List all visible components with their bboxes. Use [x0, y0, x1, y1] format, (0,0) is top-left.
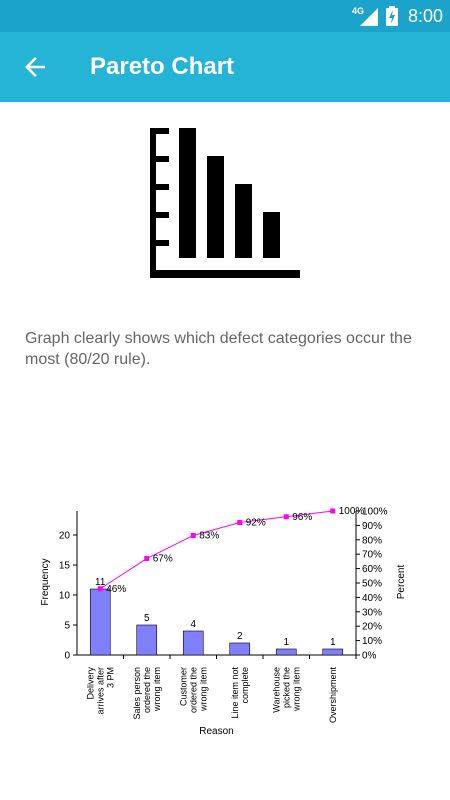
chart-bar — [322, 648, 344, 656]
cumulative-label: 46% — [106, 584, 126, 595]
status-bar: 4G 8:00 — [0, 0, 450, 32]
category-label: complete — [240, 667, 250, 704]
y2-tick-label: 10% — [362, 636, 382, 647]
y-tick-label: 5 — [64, 621, 70, 632]
y2-tick-label: 70% — [362, 550, 382, 561]
y2-tick-label: 40% — [362, 593, 382, 604]
cumulative-point — [190, 532, 196, 538]
category-label: Line item not — [230, 667, 240, 719]
category-label: Warehouse — [271, 667, 281, 713]
clock: 8:00 — [408, 6, 444, 26]
pareto-chart: 051015200%10%20%30%40%50%60%70%80%90%100… — [40, 506, 407, 737]
y2-tick-label: 50% — [362, 579, 382, 590]
pareto-chart-icon — [150, 128, 300, 278]
bar-value-label: 2 — [237, 631, 243, 642]
chart-bar — [136, 624, 158, 656]
cumulative-label: 92% — [246, 518, 266, 529]
category-label: Sales person — [132, 667, 142, 720]
category-label: ordered the — [142, 667, 152, 713]
cumulative-point — [144, 556, 150, 562]
cumulative-label: 96% — [292, 512, 312, 523]
app-bar: Pareto Chart — [0, 32, 450, 102]
cumulative-point — [97, 586, 103, 592]
x-axis-title: Reason — [199, 726, 233, 737]
chart-bar — [89, 588, 111, 656]
y2-tick-label: 0% — [362, 651, 377, 662]
category-label: arrives after — [95, 667, 105, 715]
description-text: Graph clearly shows which defect categor… — [25, 330, 412, 368]
cumulative-label: 100% — [339, 506, 365, 517]
y-tick-label: 15 — [59, 561, 71, 572]
battery-charging-icon — [386, 6, 398, 26]
y2-tick-label: 20% — [362, 622, 382, 633]
network-type: 4G — [352, 6, 365, 16]
y2-tick-label: 30% — [362, 607, 382, 618]
cumulative-line — [99, 510, 333, 590]
cumulative-label: 83% — [199, 530, 219, 541]
bar-value-label: 4 — [190, 619, 196, 630]
page-title: Pareto Chart — [90, 53, 235, 80]
y-tick-label: 20 — [59, 531, 71, 542]
category-label: Delivery — [85, 667, 95, 700]
chart-bar — [229, 642, 251, 656]
cumulative-point — [237, 520, 243, 526]
cumulative-point — [283, 514, 289, 520]
signal-icon — [360, 8, 378, 26]
y-tick-label: 10 — [59, 591, 71, 602]
y2-axis-title: Percent — [396, 565, 407, 600]
category-label: picked the — [281, 667, 291, 708]
y2-tick-label: 100% — [362, 507, 388, 518]
bar-value-label: 1 — [330, 637, 336, 648]
category-label: ordered the — [188, 667, 198, 713]
y-tick-label: 0 — [64, 651, 70, 662]
category-label: wrong item — [152, 667, 162, 712]
category-label: wrong item — [198, 667, 208, 712]
chart-bar — [275, 648, 297, 656]
bar-value-label: 11 — [95, 577, 106, 588]
back-arrow-icon[interactable] — [20, 52, 50, 82]
bar-value-label: 1 — [283, 637, 289, 648]
cumulative-point — [330, 508, 336, 514]
chart-bar — [182, 630, 204, 656]
category-label: wrong item — [291, 667, 301, 712]
y2-tick-label: 80% — [362, 535, 382, 546]
y-axis-title: Frequency — [40, 558, 51, 605]
category-label: 3 PM — [105, 667, 115, 688]
y2-tick-label: 90% — [362, 521, 382, 532]
category-label: Customer — [178, 667, 188, 706]
cumulative-label: 67% — [153, 554, 173, 565]
category-label: Overshipment — [328, 667, 338, 724]
y2-tick-label: 60% — [362, 564, 382, 575]
bar-value-label: 5 — [144, 613, 150, 624]
